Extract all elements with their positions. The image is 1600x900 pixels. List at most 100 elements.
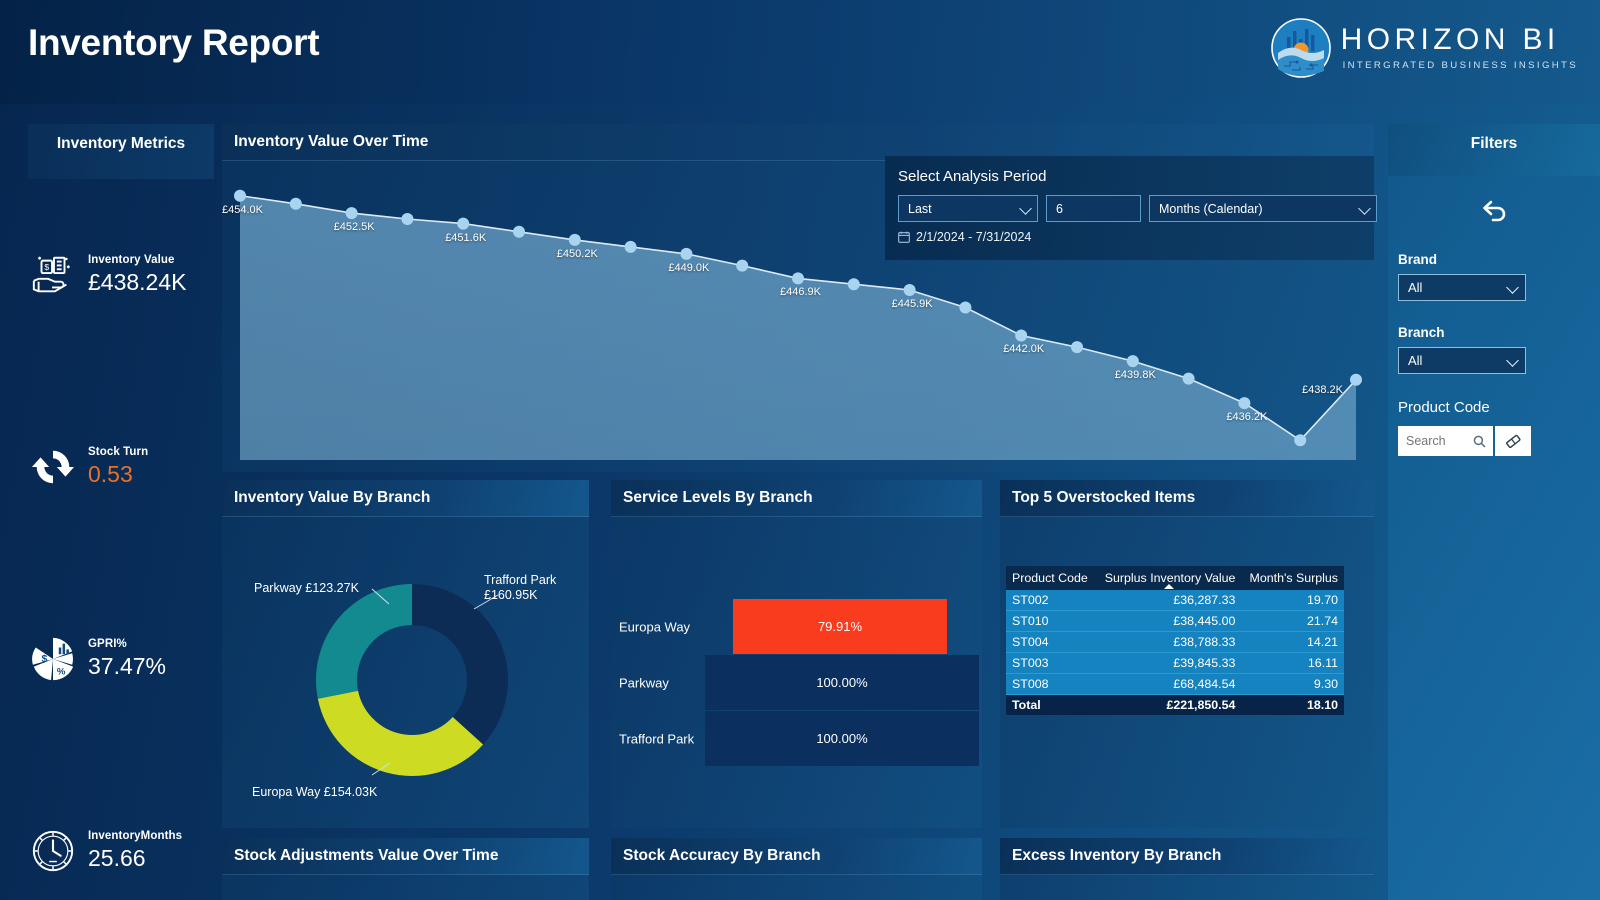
analysis-period-controls: Last 6 Months (Calendar) — [898, 195, 1377, 222]
service-row-europa-way[interactable]: Europa Way 79.91% — [611, 599, 982, 654]
metric-gpri-percent[interactable]: $ % GPRI% 37.47% — [30, 636, 214, 682]
line-data-point[interactable] — [289, 197, 302, 210]
line-data-point[interactable] — [345, 207, 358, 220]
donut-slice[interactable] — [317, 690, 484, 776]
card-header: Inventory Value By Branch — [222, 480, 589, 517]
service-bar-trafford-park[interactable]: 100.00% — [705, 711, 979, 766]
service-bar-europa-way[interactable]: 79.91% — [733, 599, 947, 654]
donut-chart[interactable]: Parkway £123.27K Trafford Park £160.95K E… — [222, 517, 589, 828]
service-row-trafford-park[interactable]: Trafford Park 100.00% — [611, 711, 982, 766]
brand-logo: HORIZON BI INTERGRATED BUSINESS INSIGHTS — [1270, 17, 1578, 79]
service-row-parkway[interactable]: Parkway 100.00% — [611, 655, 982, 710]
period-relative-dropdown[interactable]: Last — [898, 195, 1038, 222]
eraser-icon — [1506, 434, 1521, 448]
chevron-down-icon — [1358, 201, 1371, 215]
line-data-point[interactable] — [1071, 341, 1083, 354]
line-data-point[interactable] — [959, 301, 972, 314]
filter-label-product-code: Product Code — [1398, 399, 1490, 416]
metric-stock-turn[interactable]: Stock Turn 0.53 — [30, 444, 214, 490]
line-data-point[interactable] — [736, 259, 749, 272]
card-body — [222, 875, 589, 900]
line-data-point[interactable] — [401, 213, 414, 225]
table-row[interactable]: ST010 £38,445.00 21.74 — [1006, 610, 1344, 632]
cell-months-surplus: 16.11 — [1241, 652, 1344, 674]
cell-total-value: £221,850.54 — [1095, 694, 1242, 715]
table-row[interactable]: ST008 £68,484.54 9.30 — [1006, 673, 1344, 695]
cell-months-surplus: 14.21 — [1241, 631, 1344, 653]
filter-branch-dropdown[interactable]: All — [1398, 347, 1526, 374]
line-point-label: £445.9K — [891, 298, 933, 311]
line-data-point[interactable] — [680, 247, 693, 260]
card-body: Parkway £123.27K Trafford Park £160.95K E… — [222, 517, 589, 828]
line-point-label: £436.2K — [1226, 411, 1268, 424]
line-data-point[interactable] — [792, 272, 804, 285]
line-data-point[interactable] — [457, 217, 470, 230]
filter-brand-dropdown[interactable]: All — [1398, 274, 1526, 301]
card-title: Excess Inventory By Branch — [1012, 847, 1222, 864]
logo-tagline: INTERGRATED BUSINESS INSIGHTS — [1342, 60, 1578, 71]
overstocked-items-table[interactable]: Product Code Surplus Inventory Value Mon… — [1006, 566, 1344, 715]
column-header-months-surplus[interactable]: Month's Surplus — [1241, 566, 1344, 590]
line-data-point[interactable] — [1350, 373, 1362, 386]
sort-ascending-icon — [1163, 584, 1174, 589]
card-body — [611, 875, 982, 900]
line-chart-plot[interactable]: £454.0K £452.5K £451.6K £450.2K £449.0K £446.… — [222, 172, 1362, 460]
period-count-value: 6 — [1056, 201, 1063, 216]
column-header-product-code[interactable]: Product Code — [1006, 566, 1096, 590]
svg-text:%: % — [57, 666, 66, 677]
chevron-down-icon — [1506, 353, 1519, 367]
page-title: Inventory Report — [28, 22, 320, 63]
line-point-label: £438.2K — [1302, 383, 1343, 396]
app-header: Inventory Report HORIZON BI — [0, 0, 1600, 104]
analysis-period-title: Select Analysis Period — [898, 168, 1047, 185]
search-input[interactable] — [1406, 434, 1478, 448]
line-data-point[interactable] — [1126, 355, 1139, 368]
hand-money-icon: $ — [32, 256, 70, 293]
line-data-point[interactable] — [568, 233, 581, 246]
cell-total-surplus: 18.10 — [1241, 694, 1344, 715]
clear-search-eraser-button[interactable] — [1495, 426, 1531, 456]
metric-inventory-months[interactable]: InventoryMonths 25.66 — [30, 828, 214, 874]
analysis-period-range-text: 2/1/2024 - 7/31/2024 — [916, 230, 1032, 244]
metric-inventory-value[interactable]: $ Inventory Value £438.24K — [30, 252, 214, 298]
line-data-point[interactable] — [1015, 329, 1028, 342]
donut-slice[interactable] — [412, 584, 508, 745]
line-data-point[interactable] — [847, 278, 860, 291]
column-header-surplus-inventory-value[interactable]: Surplus Inventory Value — [1095, 566, 1242, 590]
metric-label: InventoryMonths — [88, 830, 183, 842]
line-data-point[interactable] — [1238, 397, 1251, 410]
cell-surplus-inventory-value: £38,445.00 — [1095, 610, 1242, 632]
filter-label-brand: Brand — [1398, 252, 1438, 267]
period-relative-value: Last — [908, 201, 932, 216]
table-row[interactable]: ST002 £36,287.33 19.70 — [1006, 590, 1344, 611]
reset-filters-button[interactable] — [1477, 196, 1511, 230]
service-bar-parkway[interactable]: 100.00% — [705, 655, 979, 710]
line-data-point[interactable] — [234, 189, 246, 202]
donut-chart-svg — [316, 584, 508, 776]
table-row[interactable]: ST003 £39,845.33 16.11 — [1006, 652, 1344, 674]
line-data-point[interactable] — [624, 240, 637, 253]
donut-slice[interactable] — [316, 584, 412, 699]
chevron-down-icon — [1019, 201, 1032, 215]
line-point-label: £454.0K — [222, 203, 263, 216]
card-header: Service Levels By Branch — [611, 480, 982, 517]
logo-name: HORIZON BI — [1340, 23, 1560, 56]
product-code-search-box[interactable] — [1398, 426, 1493, 456]
service-bar-value: 79.91% — [817, 619, 863, 634]
filters-panel: Filters Brand All Branch All Product Cod… — [1388, 124, 1600, 900]
cell-surplus-inventory-value: £38,788.33 — [1095, 631, 1242, 653]
metric-value: 0.53 — [88, 461, 133, 487]
calendar-icon — [898, 231, 910, 243]
line-data-point[interactable] — [903, 284, 916, 296]
table-row[interactable]: ST004 £38,788.33 14.21 — [1006, 631, 1344, 653]
card-title: Stock Accuracy By Branch — [623, 847, 821, 864]
line-data-point[interactable] — [513, 225, 525, 238]
line-data-point[interactable] — [1294, 434, 1307, 447]
magnifier-icon — [1473, 435, 1486, 448]
service-bar-value: 100.00% — [816, 675, 868, 690]
period-count-input[interactable]: 6 — [1046, 195, 1141, 222]
metric-label: Stock Turn — [88, 446, 149, 458]
line-data-point[interactable] — [1182, 372, 1195, 385]
period-unit-dropdown[interactable]: Months (Calendar) — [1149, 195, 1377, 222]
filter-brand-value: All — [1408, 280, 1423, 295]
